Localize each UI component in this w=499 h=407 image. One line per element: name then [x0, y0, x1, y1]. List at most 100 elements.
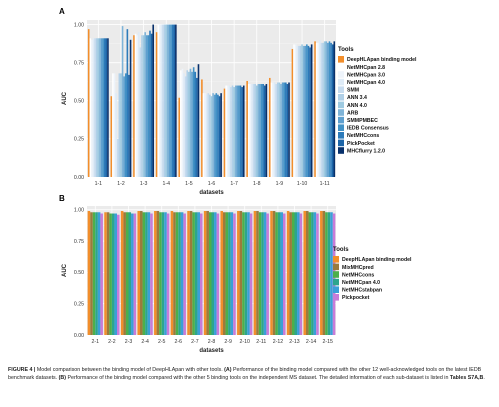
bar-a-1-5-0 — [178, 97, 181, 177]
bar-b-2-9-1 — [223, 212, 226, 335]
bar-a-1-11-11 — [331, 44, 334, 177]
bar-a-1-7-3 — [228, 85, 231, 177]
x-tick-label-b: 2-2 — [108, 339, 116, 345]
bar-a-1-11-8 — [327, 42, 329, 178]
bar-a-1-9-0 — [268, 77, 271, 177]
bar-a-1-1-7 — [99, 38, 101, 178]
bar-a-1-9-11 — [286, 84, 289, 177]
bar-a-1-2-12 — [129, 39, 132, 177]
y-tick-label-a: 0.50 — [74, 99, 84, 105]
bar-b-2-14-2 — [308, 212, 312, 335]
bar-a-1-11-2 — [317, 42, 320, 178]
bar-b-2-2-0 — [104, 212, 107, 335]
bar-a-1-2-7 — [121, 26, 124, 177]
bar-b-2-7-4 — [197, 212, 200, 335]
legend-label-a-0: DeepHLApan binding model — [347, 57, 417, 63]
y-axis-title-a: AUC — [62, 91, 68, 105]
bar-a-1-1-1 — [89, 38, 92, 178]
bar-a-1-9-10 — [285, 82, 287, 177]
bar-a-1-10-12 — [310, 44, 313, 177]
bar-b-2-15-1 — [322, 211, 326, 335]
bar-a-1-8-12 — [265, 84, 268, 177]
bar-b-2-2-2 — [109, 213, 112, 335]
panel-a: A 0.00 0.25 0.50 0.75 1.00 1-1 1-2 1-3 1-4 1-5 1-6 1… — [59, 7, 417, 196]
bar-b-2-9-0 — [220, 211, 224, 335]
caption-part2: Performance of the binding model compare… — [8, 367, 482, 382]
legend-swatch-a-2 — [338, 71, 344, 78]
bar-b-2-6-5 — [183, 213, 186, 335]
legend-label-b-4: NetMHCstabpan — [342, 288, 382, 294]
bar-b-2-7-1 — [189, 211, 193, 335]
bar-a-1-4-8 — [168, 24, 171, 177]
bar-b-2-9-5 — [233, 213, 236, 335]
bar-b-2-11-4 — [263, 212, 267, 335]
bar-a-1-3-9 — [147, 35, 150, 177]
legend-label-a-7: ARB — [347, 110, 358, 116]
bar-a-1-3-1 — [134, 33, 137, 177]
bar-b-2-3-4 — [131, 213, 134, 335]
bar-a-1-7-10 — [239, 85, 242, 177]
bar-a-1-7-2 — [226, 85, 229, 177]
bar-a-1-1-0 — [87, 29, 90, 178]
caption-part3: Performance of the binding model compare… — [66, 375, 450, 382]
bar-a-1-3-6 — [142, 35, 145, 177]
bar-a-1-6-2 — [204, 93, 206, 177]
x-tick-label-b: 2-11 — [256, 339, 266, 345]
legend-label-a-12: MHCflurry 1.2.0 — [347, 148, 385, 154]
bar-a-1-10-11 — [309, 47, 311, 178]
bar-b-2-12-4 — [280, 212, 283, 335]
bar-a-1-8-0 — [246, 80, 248, 177]
legend-title-a: Tools — [338, 47, 354, 53]
bar-b-2-14-4 — [313, 212, 317, 335]
bar-b-2-8-3 — [211, 212, 215, 335]
bar-b-2-4-3 — [145, 212, 148, 335]
bar-a-1-10-8 — [304, 45, 307, 177]
legend-swatch-a-10 — [338, 132, 344, 139]
bar-a-1-10-5 — [299, 45, 302, 177]
bar-b-2-12-1 — [272, 211, 276, 335]
bar-b-2-1-0 — [87, 211, 91, 335]
x-tick-label-b: 2-8 — [208, 339, 216, 345]
bar-a-1-9-5 — [277, 82, 279, 177]
bar-a-1-6-12 — [220, 93, 222, 177]
bar-b-2-7-5 — [199, 213, 203, 335]
bar-a-1-5-10 — [194, 71, 197, 177]
bar-a-1-9-3 — [273, 82, 276, 177]
bar-b-2-12-2 — [275, 212, 278, 335]
y-tick-label-b: 1.00 — [74, 208, 84, 214]
bar-a-1-3-10 — [149, 30, 151, 177]
bar-a-1-10-1 — [293, 44, 295, 177]
bar-b-2-4-5 — [150, 213, 153, 335]
bar-a-1-3-11 — [150, 33, 153, 177]
caption-bold-a: (A) — [224, 367, 232, 373]
legend-label-a-10: NetMHCcons — [347, 133, 379, 139]
bar-a-1-5-12 — [197, 64, 200, 177]
bar-b-2-3-2 — [125, 212, 129, 335]
y-tick-label-b: 0.50 — [74, 270, 84, 276]
bar-b-2-13-0 — [286, 211, 290, 335]
bar-b-2-2-3 — [111, 213, 115, 335]
bar-b-2-10-2 — [242, 212, 245, 335]
bar-a-1-9-6 — [278, 82, 281, 177]
bar-a-1-9-1 — [270, 82, 273, 177]
bar-a-1-6-7 — [212, 93, 214, 177]
bar-a-1-4-4 — [162, 24, 164, 177]
bar-b-2-2-5 — [116, 214, 120, 335]
bar-b-2-11-0 — [253, 211, 257, 335]
y-axis-title-b: AUC — [62, 263, 68, 277]
bar-b-2-7-0 — [187, 211, 190, 335]
x-tick-label-a: 1-8 — [253, 181, 261, 187]
bar-a-1-8-6 — [255, 85, 258, 177]
bar-a-1-4-9 — [170, 24, 172, 177]
legend-label-b-2: NetMHCcons — [342, 272, 374, 278]
bar-a-1-10-10 — [307, 45, 310, 177]
bar-a-1-6-4 — [207, 93, 210, 177]
legend-swatch-a-0 — [338, 56, 344, 63]
x-tick-label-a: 1-7 — [230, 181, 238, 187]
bar-a-1-2-4 — [116, 138, 119, 177]
bar-a-1-10-4 — [298, 45, 300, 177]
x-tick-label-b: 2-13 — [289, 339, 299, 345]
bar-a-1-2-0 — [110, 96, 113, 177]
bar-a-1-11-1 — [315, 42, 318, 178]
bar-a-1-6-8 — [213, 94, 216, 177]
